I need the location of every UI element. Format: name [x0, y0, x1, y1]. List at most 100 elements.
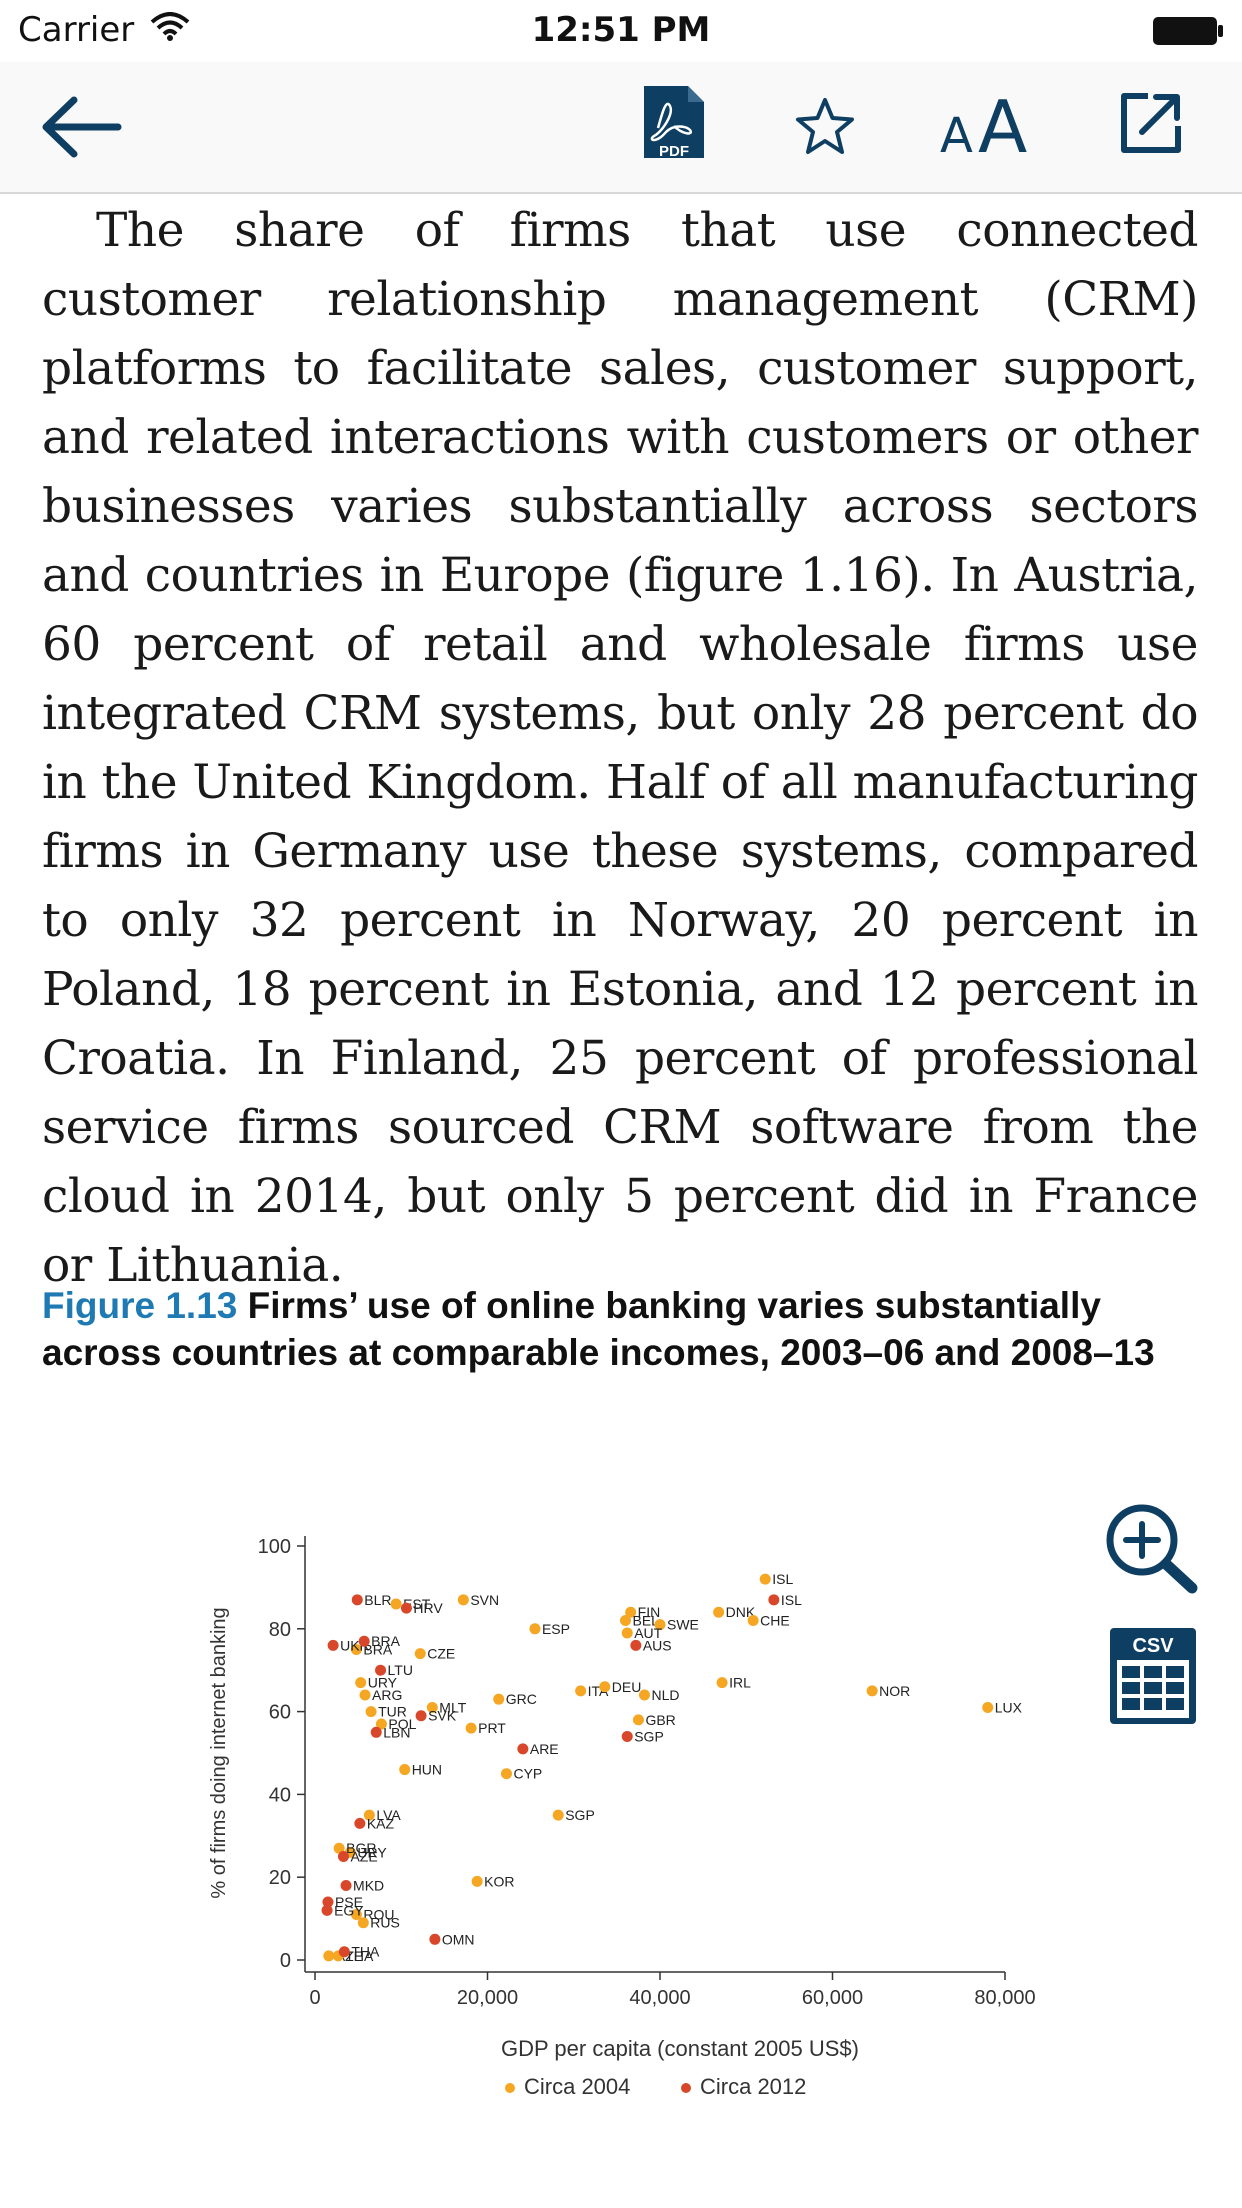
data-point-label: TUR [378, 1704, 407, 1720]
data-point-label: URY [368, 1675, 398, 1691]
data-point [493, 1693, 505, 1705]
data-point [337, 1851, 349, 1862]
y-tick-label: 100 [258, 1536, 291, 1558]
data-point-label: MLT [439, 1699, 466, 1715]
x-tick-label: 0 [309, 1987, 320, 2009]
zoom-button[interactable] [1104, 1504, 1200, 1599]
data-point-label: RUS [370, 1915, 400, 1931]
data-point-label: HRV [413, 1600, 443, 1616]
data-point-label: DNK [726, 1604, 756, 1620]
data-point-label: THA [351, 1944, 380, 1960]
pdf-button[interactable]: PDF [640, 84, 708, 165]
data-point-label: ISL [772, 1571, 793, 1587]
data-point [415, 1710, 427, 1722]
data-point [529, 1623, 541, 1635]
data-point-label: SGP [565, 1807, 595, 1823]
article-body: The share of firms that use connected cu… [42, 196, 1199, 1300]
svg-text:A: A [978, 88, 1027, 158]
data-point [390, 1598, 402, 1610]
body-paragraph: The share of firms that use connected cu… [42, 203, 1199, 1293]
data-point [552, 1809, 564, 1821]
carrier-label: Carrier [18, 10, 135, 50]
data-point-label: ROU [363, 1906, 394, 1922]
bookmark-button[interactable] [794, 96, 856, 161]
svg-text:A: A [940, 108, 973, 158]
data-point-label: CHE [760, 1613, 790, 1629]
data-point-label: GRC [506, 1691, 537, 1707]
status-bar: Carrier 12:51 PM [0, 0, 1242, 62]
legend-label: Circa 2004 [524, 2074, 630, 2099]
data-point [632, 1714, 644, 1726]
star-icon [796, 98, 854, 154]
share-button[interactable] [1118, 90, 1184, 161]
x-axis-label: GDP per capita (constant 2005 US$) [501, 2036, 859, 2061]
data-point [365, 1706, 377, 1718]
pdf-icon: PDF [644, 86, 704, 160]
data-point-label: CYP [513, 1766, 542, 1782]
data-point [350, 1908, 362, 1920]
data-point [355, 1677, 367, 1689]
font-size-button[interactable]: A A [940, 85, 1036, 169]
data-point-label: GBR [645, 1712, 675, 1728]
data-point [866, 1685, 878, 1697]
data-point-label: ISL [781, 1592, 802, 1608]
x-tick-label: 20,000 [457, 1987, 518, 2009]
x-tick-label: 80,000 [974, 1987, 1035, 2009]
data-point [323, 1950, 335, 1962]
data-point [357, 1917, 369, 1929]
data-point-label: ESP [542, 1621, 570, 1637]
clock: 12:51 PM [531, 10, 711, 50]
data-point [621, 1730, 633, 1742]
data-point [321, 1904, 333, 1916]
x-tick-label: 40,000 [629, 1987, 690, 2009]
data-point [358, 1635, 370, 1647]
data-point-label: SVN [470, 1592, 499, 1608]
data-point-label: BLR [364, 1592, 391, 1608]
csv-icon: CSV [1110, 1628, 1196, 1724]
data-point-label: MKD [353, 1877, 384, 1893]
data-point [414, 1648, 426, 1660]
y-tick-label: 80 [269, 1619, 291, 1641]
data-point-label: POL [388, 1716, 416, 1732]
data-point [747, 1615, 759, 1627]
data-point [350, 1644, 362, 1655]
data-point-label: KOR [484, 1873, 514, 1889]
data-point [465, 1722, 477, 1734]
data-point [768, 1594, 780, 1606]
data-point [457, 1594, 469, 1606]
data-point-label: DEU [612, 1679, 642, 1695]
data-point-label: URY [357, 1844, 387, 1860]
data-point-label: SGP [634, 1728, 664, 1744]
data-point [363, 1809, 375, 1821]
data-point-label: AZE [350, 1849, 377, 1865]
data-point [375, 1718, 387, 1730]
data-point [625, 1606, 637, 1618]
back-button[interactable] [40, 92, 122, 167]
data-point [759, 1573, 771, 1585]
figure-title: Firms’ use of online banking varies subs… [42, 1285, 1155, 1373]
data-point-label: SVK [428, 1708, 457, 1724]
data-point [426, 1701, 438, 1713]
data-point [351, 1594, 363, 1606]
data-point [654, 1619, 666, 1631]
data-point [575, 1685, 587, 1697]
battery-icon [1152, 16, 1224, 51]
data-point [338, 1946, 350, 1958]
data-point [370, 1726, 382, 1738]
data-point [359, 1689, 371, 1701]
data-point [621, 1627, 633, 1639]
data-point [399, 1764, 411, 1776]
data-point-label: EGY [334, 1902, 364, 1918]
data-point-label: KAZ [367, 1815, 395, 1831]
data-point [713, 1606, 725, 1618]
csv-download-button[interactable]: CSV [1110, 1628, 1196, 1729]
data-point-label: HUN [412, 1762, 442, 1778]
data-point-label: ARE [530, 1741, 559, 1757]
data-point [327, 1639, 339, 1651]
y-tick-label: 60 [269, 1702, 291, 1724]
data-point-label: LVA [376, 1807, 401, 1823]
data-point [517, 1743, 529, 1755]
data-point-label: BRA [371, 1633, 400, 1649]
data-point-label: LTU [388, 1662, 413, 1678]
zoom-in-icon [1106, 1504, 1198, 1594]
